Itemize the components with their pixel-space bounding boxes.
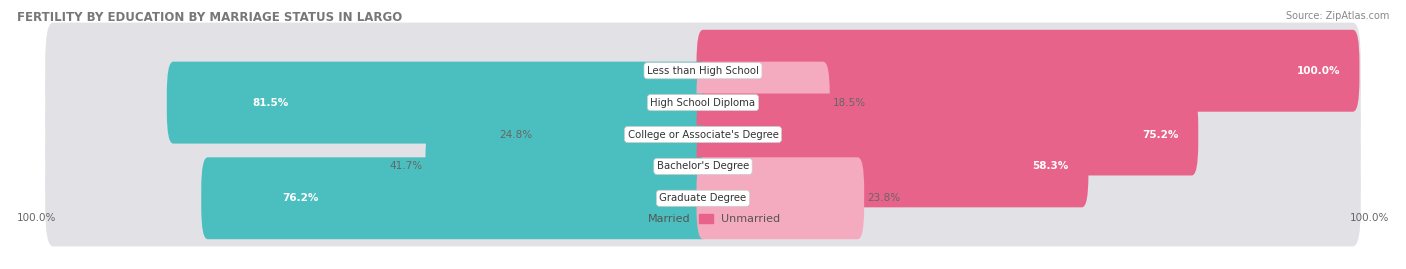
Legend: Married, Unmarried: Married, Unmarried bbox=[621, 210, 785, 229]
Text: College or Associate's Degree: College or Associate's Degree bbox=[627, 129, 779, 140]
Text: 23.8%: 23.8% bbox=[868, 193, 901, 203]
FancyBboxPatch shape bbox=[45, 150, 1361, 246]
Text: 0.0%: 0.0% bbox=[664, 66, 690, 76]
FancyBboxPatch shape bbox=[696, 30, 1360, 112]
FancyBboxPatch shape bbox=[696, 157, 865, 239]
FancyBboxPatch shape bbox=[696, 62, 830, 144]
FancyBboxPatch shape bbox=[696, 125, 1088, 207]
Text: 81.5%: 81.5% bbox=[253, 98, 290, 108]
Text: Graduate Degree: Graduate Degree bbox=[659, 193, 747, 203]
Text: High School Diploma: High School Diploma bbox=[651, 98, 755, 108]
Text: 58.3%: 58.3% bbox=[1032, 161, 1069, 171]
Text: 24.8%: 24.8% bbox=[499, 129, 531, 140]
FancyBboxPatch shape bbox=[45, 55, 1361, 151]
Text: 75.2%: 75.2% bbox=[1143, 129, 1178, 140]
Text: 18.5%: 18.5% bbox=[832, 98, 866, 108]
Text: 100.0%: 100.0% bbox=[1350, 213, 1389, 223]
FancyBboxPatch shape bbox=[696, 94, 1198, 175]
Text: FERTILITY BY EDUCATION BY MARRIAGE STATUS IN LARGO: FERTILITY BY EDUCATION BY MARRIAGE STATU… bbox=[17, 11, 402, 24]
Text: Bachelor's Degree: Bachelor's Degree bbox=[657, 161, 749, 171]
FancyBboxPatch shape bbox=[536, 94, 710, 175]
Text: Source: ZipAtlas.com: Source: ZipAtlas.com bbox=[1285, 11, 1389, 21]
FancyBboxPatch shape bbox=[426, 125, 710, 207]
Text: 100.0%: 100.0% bbox=[17, 213, 56, 223]
FancyBboxPatch shape bbox=[201, 157, 710, 239]
Text: 76.2%: 76.2% bbox=[283, 193, 318, 203]
Text: 100.0%: 100.0% bbox=[1296, 66, 1340, 76]
FancyBboxPatch shape bbox=[45, 118, 1361, 214]
FancyBboxPatch shape bbox=[45, 23, 1361, 119]
FancyBboxPatch shape bbox=[167, 62, 710, 144]
FancyBboxPatch shape bbox=[45, 86, 1361, 183]
Text: Less than High School: Less than High School bbox=[647, 66, 759, 76]
Text: 41.7%: 41.7% bbox=[389, 161, 422, 171]
